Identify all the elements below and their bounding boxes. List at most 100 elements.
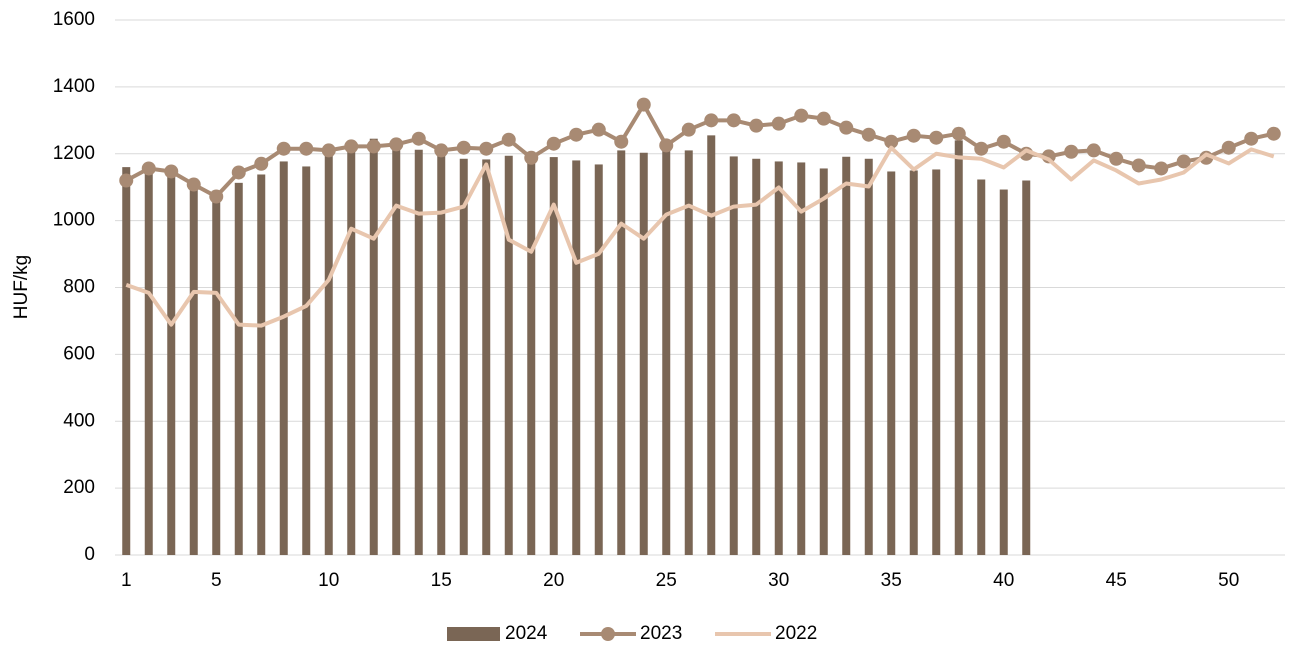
- marker: [1221, 140, 1236, 155]
- line: [125, 102, 1275, 199]
- legend-marker: [601, 627, 615, 641]
- bar: [234, 182, 243, 555]
- x-tick-label: 1: [121, 570, 132, 591]
- marker: [726, 113, 741, 128]
- marker: [456, 140, 471, 155]
- x-tick-label: 20: [543, 570, 564, 591]
- bar: [752, 158, 761, 555]
- marker: [344, 139, 359, 154]
- bar: [1022, 180, 1031, 555]
- y-tick-label: 600: [63, 343, 95, 364]
- bar: [504, 155, 513, 555]
- marker: [164, 164, 179, 179]
- y-tick-label: 1600: [53, 9, 95, 30]
- marker: [479, 141, 494, 156]
- y-tick-label: 800: [63, 277, 95, 298]
- marker: [389, 137, 404, 152]
- marker: [906, 128, 921, 143]
- bar: [954, 140, 963, 555]
- bar: [977, 179, 986, 555]
- bar: [144, 165, 153, 555]
- marker: [1086, 143, 1101, 158]
- marker: [861, 127, 876, 142]
- marker: [1176, 154, 1191, 169]
- x-tick-label: 45: [1106, 570, 1127, 591]
- marker: [1266, 126, 1281, 141]
- bar: [302, 166, 311, 556]
- bar: [662, 150, 671, 555]
- x-tick-label: 35: [881, 570, 902, 591]
- bar: [617, 150, 626, 555]
- legend-label: 2024: [505, 623, 548, 644]
- legend-label: 2022: [775, 623, 817, 644]
- marker: [996, 134, 1011, 149]
- marker: [186, 177, 201, 192]
- legend-swatch: [447, 627, 500, 641]
- marker: [794, 108, 809, 123]
- bar: [279, 161, 288, 556]
- marker: [501, 132, 516, 147]
- marker: [366, 139, 381, 154]
- bar: [212, 200, 221, 555]
- marker: [276, 141, 291, 156]
- bar: [707, 135, 716, 555]
- bar: [819, 168, 828, 555]
- marker: [231, 165, 246, 180]
- marker: [636, 97, 651, 112]
- bar: [392, 147, 401, 555]
- y-tick-label: 1200: [53, 143, 95, 164]
- bar: [324, 153, 333, 555]
- bar: [864, 158, 873, 555]
- x-tick-label: 10: [318, 570, 339, 591]
- bar: [527, 157, 536, 555]
- bar: [122, 167, 131, 555]
- marker: [1244, 131, 1259, 146]
- bar: [999, 189, 1008, 555]
- bar: [189, 187, 198, 555]
- bar: [639, 152, 648, 555]
- y-tick-label: 0: [84, 544, 95, 565]
- bar: [684, 150, 693, 555]
- marker: [591, 122, 606, 137]
- marker: [839, 120, 854, 135]
- bar: [932, 169, 941, 555]
- y-tick-label: 1400: [53, 76, 95, 97]
- y-tick-label: 400: [63, 410, 95, 431]
- marker: [704, 113, 719, 128]
- bar: [594, 164, 603, 555]
- bar: [437, 153, 446, 555]
- marker: [321, 143, 336, 158]
- marker: [884, 134, 899, 149]
- marker: [681, 122, 696, 137]
- marker: [209, 189, 224, 204]
- marker: [141, 161, 156, 176]
- bar: [549, 157, 558, 555]
- bar: [572, 160, 581, 555]
- marker: [816, 111, 831, 126]
- marker: [614, 134, 629, 149]
- x-tick-label: 5: [211, 570, 222, 591]
- marker: [411, 131, 426, 146]
- bar: [347, 150, 356, 555]
- bar: [257, 174, 266, 555]
- marker: [254, 156, 269, 171]
- bar: [414, 149, 423, 556]
- y-tick-label: 200: [63, 477, 95, 498]
- marker: [546, 136, 561, 151]
- marker: [771, 116, 786, 131]
- bar: [909, 170, 918, 555]
- y-axis-label: HUF/kg: [11, 255, 32, 319]
- bar: [369, 138, 378, 555]
- marker: [659, 138, 674, 153]
- marker: [1154, 161, 1169, 176]
- marker: [951, 126, 966, 141]
- y-tick-label: 1000: [53, 210, 95, 231]
- bar: [774, 161, 783, 556]
- marker: [1064, 144, 1079, 159]
- bar: [482, 159, 491, 555]
- x-tick-label: 30: [768, 570, 789, 591]
- bar: [842, 156, 851, 555]
- bar: [459, 158, 468, 555]
- marker: [434, 143, 449, 158]
- line: [125, 145, 1275, 328]
